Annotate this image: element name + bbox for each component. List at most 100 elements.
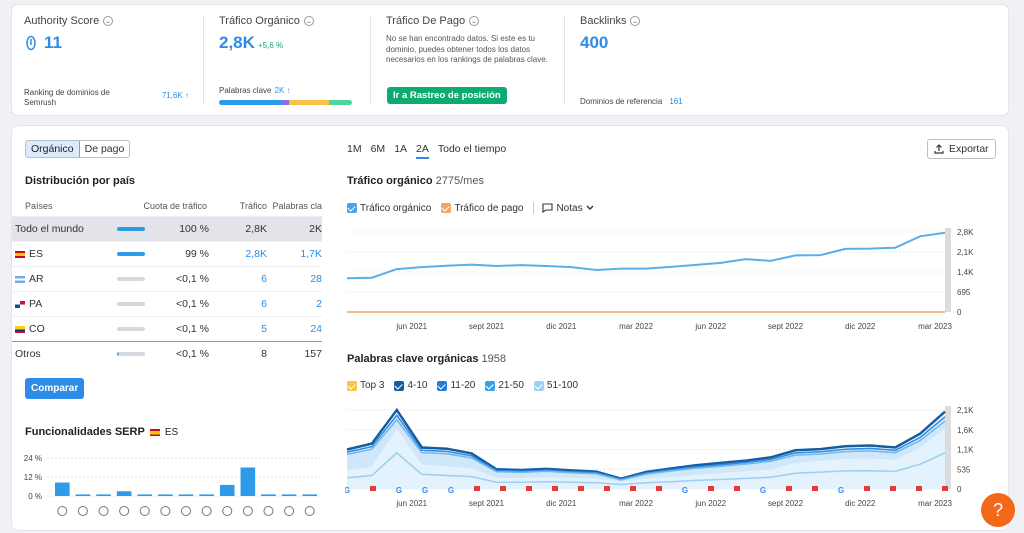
keywords-series-line[interactable]	[346, 418, 946, 481]
google-update-icon[interactable]: G	[345, 486, 350, 495]
export-button[interactable]: Exportar	[927, 139, 996, 159]
backlinks-value[interactable]: 400	[580, 33, 609, 52]
info-icon[interactable]	[103, 16, 114, 26]
serp-bar[interactable]	[158, 494, 173, 496]
serp-bar[interactable]	[178, 494, 194, 496]
serp-feature-icon[interactable]	[160, 506, 171, 516]
keywords-value[interactable]: 1,7K	[300, 248, 322, 260]
google-update-icon[interactable]: G	[838, 486, 844, 495]
organic-keywords-chart[interactable]: 2,1K 1,6K 1,1K 535 0 jun 2021 sept 2021 dic 202…	[345, 400, 985, 525]
organic-traffic-value[interactable]: 2,8K	[219, 33, 255, 52]
range-tab[interactable]: 6M	[370, 143, 386, 155]
google-update-icon[interactable]: G	[422, 486, 428, 495]
serp-feature-icon[interactable]	[119, 506, 130, 516]
table-row[interactable]: Otros <0,1 % 8 157	[12, 341, 322, 366]
range-tab[interactable]: 1A	[394, 143, 408, 155]
serp-bar[interactable]	[55, 482, 70, 496]
serp-feature-icon[interactable]	[284, 506, 295, 516]
keywords-value[interactable]: 2	[316, 298, 322, 310]
traffic-value[interactable]: 2,8K	[245, 248, 267, 260]
serp-feature-icon[interactable]	[57, 506, 68, 516]
position-tracking-button[interactable]: Ir a Rastreo de posición	[387, 87, 507, 104]
legend-item[interactable]: 21-50	[485, 380, 524, 391]
serp-feature-icon[interactable]	[139, 506, 150, 516]
scroll-handle[interactable]	[945, 228, 951, 312]
google-update-icon[interactable]: G	[682, 486, 688, 495]
authority-score-value[interactable]: 11	[44, 33, 62, 52]
flag-note-icon[interactable]	[604, 486, 610, 491]
keywords-series-line[interactable]	[346, 407, 946, 480]
legend-item[interactable]: 4-10	[394, 380, 427, 391]
flag-note-icon[interactable]	[942, 486, 948, 491]
legend-item[interactable]: Top 3	[347, 380, 384, 391]
keywords-series-line[interactable]	[346, 414, 946, 481]
table-row[interactable]: Todo el mundo 100 % 2,8K 2K	[12, 216, 322, 241]
flag-note-icon[interactable]	[552, 486, 558, 491]
flag-note-icon[interactable]	[890, 486, 896, 491]
serp-bar[interactable]	[302, 494, 317, 496]
referring-domains-value[interactable]: 161	[669, 97, 683, 106]
organic-traffic-chart[interactable]: 2,8K 2,1K 1,4K 695 0 jun 2021 sept 2021 dic 202…	[345, 222, 985, 337]
header-keywords[interactable]: Palabras cla	[272, 201, 322, 211]
flag-note-icon[interactable]	[630, 486, 636, 491]
flag-note-icon[interactable]	[812, 486, 818, 491]
keywords-value[interactable]: 2K	[309, 223, 322, 235]
paid-toggle-button[interactable]: De pago	[84, 143, 125, 155]
serp-feature-icon[interactable]	[98, 506, 109, 516]
flag-note-icon[interactable]	[500, 486, 506, 491]
legend-item[interactable]: 51-100	[533, 380, 578, 391]
range-tab[interactable]: Todo el tiempo	[437, 143, 507, 155]
flag-note-icon[interactable]	[370, 486, 376, 491]
keywords-value[interactable]: 28	[310, 273, 322, 285]
serp-feature-icon[interactable]	[304, 506, 315, 516]
flag-note-icon[interactable]	[734, 486, 740, 491]
organic-traffic-line[interactable]	[346, 231, 946, 280]
notes-dropdown[interactable]: Notas	[542, 203, 594, 214]
serp-feature-icon[interactable]	[242, 506, 253, 516]
range-tab[interactable]: 1M	[347, 143, 362, 155]
legend-paid[interactable]: Tráfico de pago	[441, 203, 523, 214]
keywords-value[interactable]: 24	[310, 323, 322, 335]
table-row[interactable]: PA <0,1 % 6 2	[12, 291, 322, 316]
flag-note-icon[interactable]	[708, 486, 714, 491]
table-row[interactable]: CO <0,1 % 5 24	[12, 316, 322, 341]
flag-note-icon[interactable]	[864, 486, 870, 491]
keywords-series-line[interactable]	[346, 451, 946, 486]
flag-note-icon[interactable]	[578, 486, 584, 491]
table-row[interactable]: AR <0,1 % 6 28	[12, 266, 322, 291]
keywords-value[interactable]: 2K ↑	[274, 86, 291, 95]
keywords-value[interactable]: 157	[304, 348, 322, 360]
organic-toggle-button[interactable]: Orgánico	[26, 141, 80, 157]
serp-bar[interactable]	[75, 494, 91, 496]
serp-bar[interactable]	[199, 494, 214, 496]
traffic-value[interactable]: 6	[261, 298, 267, 310]
help-button[interactable]: ?	[981, 493, 1015, 527]
serp-feature-icon[interactable]	[181, 506, 191, 516]
info-icon[interactable]	[630, 16, 641, 26]
google-update-icon[interactable]: G	[396, 486, 402, 495]
info-icon[interactable]	[303, 16, 314, 26]
header-traffic[interactable]: Tráfico	[239, 201, 267, 211]
flag-note-icon[interactable]	[656, 486, 662, 491]
authority-rank-value[interactable]: 71,6K ↑	[161, 91, 189, 100]
serp-bar[interactable]	[261, 494, 276, 496]
google-update-icon[interactable]: G	[448, 486, 454, 495]
header-share[interactable]: Cuota de tráfico	[143, 201, 207, 211]
serp-bar[interactable]	[96, 494, 111, 496]
serp-bar[interactable]	[240, 467, 256, 497]
traffic-value[interactable]: 2,8K	[245, 223, 267, 235]
serp-feature-icon[interactable]	[77, 506, 88, 516]
serp-bar[interactable]	[281, 494, 297, 496]
serp-bar[interactable]	[116, 491, 132, 496]
traffic-value[interactable]: 6	[261, 273, 267, 285]
traffic-value[interactable]: 8	[261, 348, 267, 360]
serp-bar[interactable]	[219, 484, 235, 496]
serp-feature-icon[interactable]	[263, 506, 274, 516]
table-row[interactable]: ES 99 % 2,8K 1,7K	[12, 241, 322, 266]
serp-feature-icon[interactable]	[201, 506, 212, 516]
legend-item[interactable]: 11-20	[437, 380, 475, 391]
flag-note-icon[interactable]	[786, 486, 792, 491]
flag-note-icon[interactable]	[916, 486, 922, 491]
scroll-handle[interactable]	[945, 406, 951, 489]
google-update-icon[interactable]: G	[760, 486, 766, 495]
